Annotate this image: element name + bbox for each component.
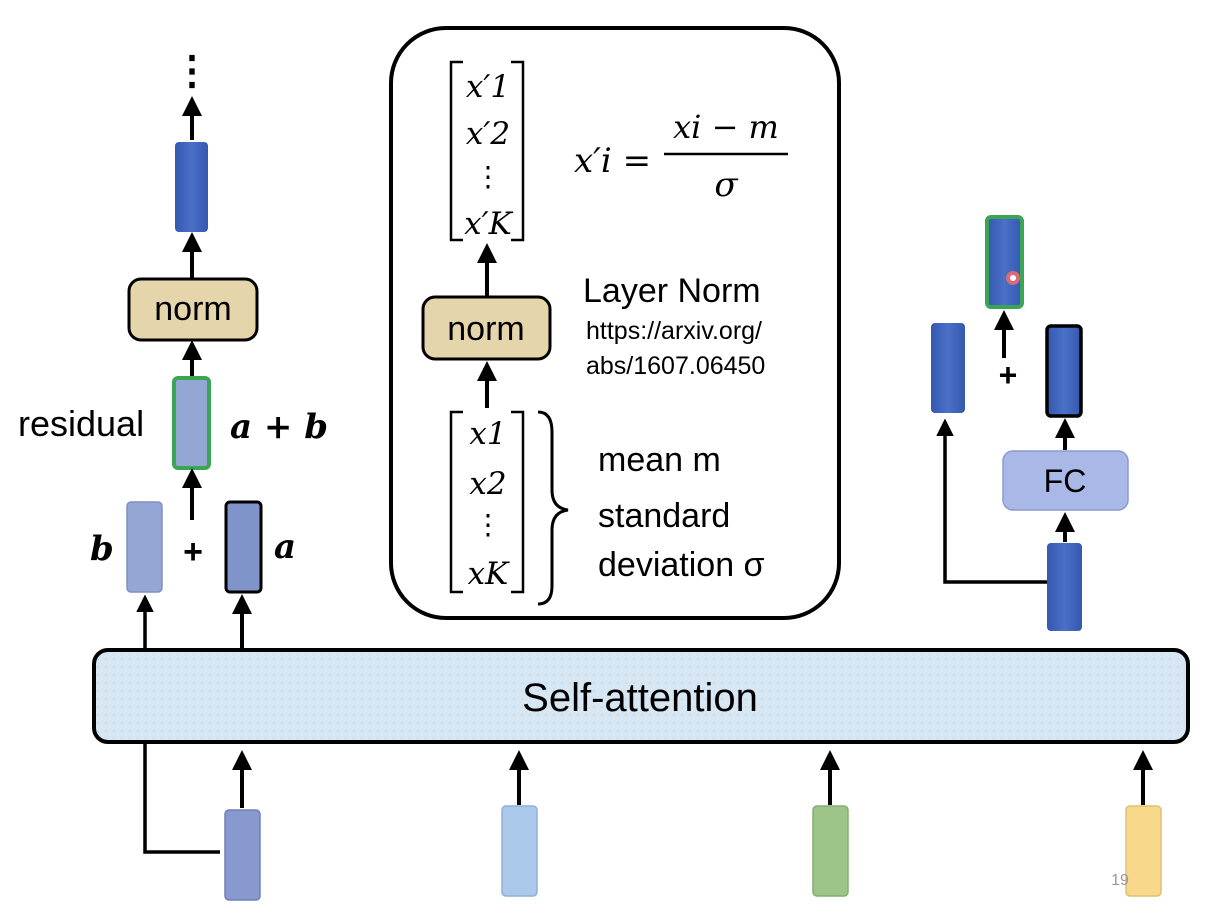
right-fc-block: + FC [931,215,1129,631]
input-vector-entry: xK [468,556,510,592]
input-bracket-right [511,410,525,594]
plus-right: + [999,357,1018,393]
input-bracket-left [449,410,463,594]
continue-dots: ⋮ [172,49,212,93]
fc-box [1002,450,1129,511]
output-vector-entry: x′1 [466,69,510,105]
residual-vector [172,376,211,470]
norm-label-center: norm [447,310,524,348]
left-residual-block: ⋮ norm residual a + b + b a [18,49,328,854]
self-attention-label: Self-attention [522,676,758,720]
input-vector-1 [224,809,261,901]
mean-label: mean m [598,441,721,479]
input-vector-4 [1125,805,1162,897]
a-label: a [274,527,296,567]
right-skip-line [936,418,1047,584]
output-vector-entry: ⋮ [474,160,502,193]
fc-input-vector [1047,543,1082,631]
output-vector-left [175,142,208,232]
input-vectors [224,750,1162,901]
b-label: b [90,529,114,569]
std-label-line2: deviation σ [598,546,765,584]
red-cursor-dot-icon [1006,271,1020,285]
norm-box-center [421,295,552,361]
self-attention-block: Self-attention [92,648,1190,744]
slide-number: 19 [1111,872,1129,889]
a-vector [224,500,263,594]
sum-label: a + b [230,407,328,447]
paper-link-line1[interactable]: https://arxiv.org/ [586,317,762,345]
norm-label-left: norm [154,290,231,328]
output-vector-entry: x′2 [466,116,510,152]
input-vector-entry: x1 [469,416,506,452]
output-vector-right [985,215,1024,309]
input-vector-3 [812,805,849,897]
input-vector-entry: ⋮ [474,508,502,541]
fc-label: FC [1044,463,1087,499]
output-bracket-right [511,60,525,242]
plus-left: + [183,533,203,571]
fc-output-vector [1045,324,1083,418]
paper-link-line2[interactable]: abs/1607.06450 [586,352,765,380]
curly-brace [537,410,569,606]
formula-denominator: σ [714,165,738,205]
formula-numerator: xi − m [673,108,779,146]
panel-frame [389,26,841,620]
self-attention-bar [92,648,1190,744]
std-label-line1: standard [598,497,730,535]
residual-label: residual [18,403,144,444]
formula-lhs: x′i = [574,141,651,181]
input-vector-entry: x2 [469,466,506,502]
output-bracket-left [449,60,463,242]
b-vector [126,501,163,593]
layer-norm-panel: x′1 x′2 ⋮ x′K x′i = xi − m σ norm Layer … [389,26,841,620]
output-vector-entry: x′K [464,206,514,242]
layer-norm-title: Layer Norm [583,272,761,310]
skip-vector-right [931,323,965,413]
input-vector-2 [501,805,538,897]
